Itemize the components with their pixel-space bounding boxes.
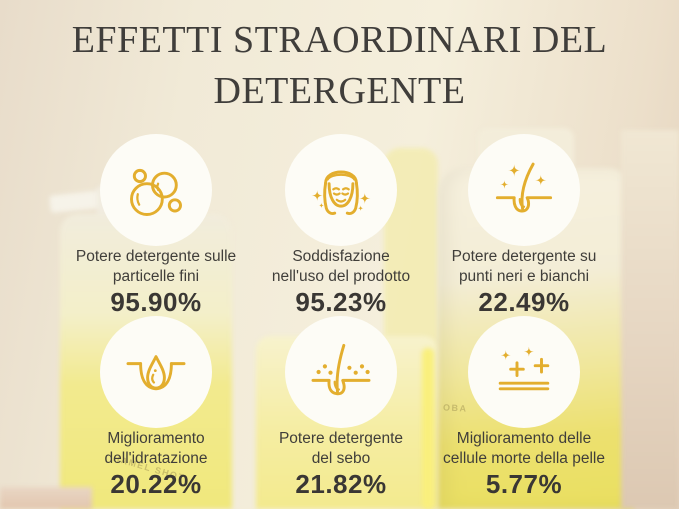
stat-label: Soddisfazione nell'uso del prodotto — [271, 248, 411, 285]
stat-card-idratazione: Miglioramento dell'idratazione 20.22% — [51, 316, 261, 499]
stat-card-soddisfazione: Soddisfazione nell'uso del prodotto 95.2… — [236, 134, 446, 317]
middle-bottle-highlight — [422, 348, 434, 509]
stat-card-particelle-fini: Potere detergente sulle particelle fini … — [51, 134, 261, 317]
stat-value: 95.23% — [295, 287, 387, 317]
stat-icon-circle — [468, 134, 580, 246]
stat-value: 21.82% — [295, 469, 387, 499]
stat-value: 20.22% — [110, 469, 202, 499]
stat-value: 22.49% — [478, 287, 570, 317]
skin-surface-sparkle-icon — [498, 346, 550, 391]
stat-value: 5.77% — [485, 469, 563, 499]
stat-icon-circle — [285, 134, 397, 246]
stat-label: Miglioramento dell'idratazione — [104, 430, 208, 467]
stat-icon-circle — [100, 316, 212, 428]
stat-card-punti-neri: Potere detergente su punti neri e bianch… — [419, 134, 629, 317]
follicle-sebum-icon — [311, 343, 371, 396]
stat-value: 95.90% — [110, 287, 202, 317]
stat-label: Miglioramento delle cellule morte della … — [443, 430, 605, 467]
stat-icon-circle — [285, 316, 397, 428]
stat-card-sebo: Potere detergente del sebo 21.82% — [236, 316, 446, 499]
bubbles-icon — [130, 168, 182, 216]
stat-icon-circle — [100, 134, 212, 246]
follicle-sparkle-icon — [495, 162, 553, 213]
stat-label: Potere detergente del sebo — [278, 430, 404, 467]
page-title: EFFETTI STRAORDINARI DEL DETERGENTE — [71, 19, 608, 112]
bottom-ledge-shape — [0, 487, 92, 509]
stat-icon-circle — [468, 316, 580, 428]
face-sparkle-icon — [311, 170, 371, 215]
stat-label: Potere detergente sulle particelle fini — [75, 248, 237, 285]
stat-card-cellule-morte: Miglioramento delle cellule morte della … — [419, 316, 629, 499]
stat-label: Potere detergente su punti neri e bianch… — [451, 248, 597, 285]
right-wall-shadow — [621, 130, 679, 509]
droplet-skin-icon — [126, 355, 186, 391]
